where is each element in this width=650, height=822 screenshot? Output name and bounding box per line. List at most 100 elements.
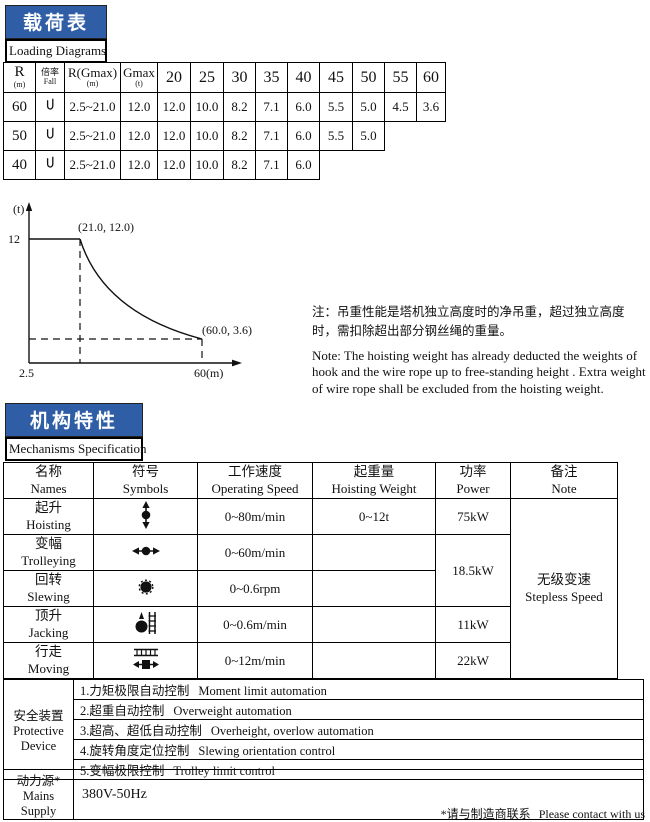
empty-cell	[417, 151, 446, 180]
mains-title-en: Mains Supply	[20, 789, 57, 818]
empty-cell	[385, 122, 417, 151]
load-value: 5.5	[319, 92, 353, 122]
mech-badge-title-en: Mechanisms Specification	[5, 437, 147, 461]
mains-title-cell: 动力源* Mains Supply	[3, 769, 74, 820]
fall-reeving-icon	[35, 92, 65, 122]
mech-power: 18.5kW	[435, 534, 511, 607]
y-tick-12: 12	[8, 232, 20, 246]
protective-item-3: 3.超高、超低自动控制 Overheight, overlow automatio…	[73, 719, 644, 740]
gmax-value: 12.0	[120, 150, 158, 180]
col-symbols: 符号 Symbols	[93, 462, 198, 499]
r-value: 50	[3, 121, 36, 151]
mech-weight	[312, 642, 436, 679]
protective-title-cn: 安全装置	[13, 709, 64, 723]
col-names: 名称 Names	[3, 462, 94, 499]
r-value: 40	[3, 150, 36, 180]
mech-power: 11kW	[435, 606, 511, 643]
col-power: 功率 Power	[435, 462, 511, 499]
load-value: 6.0	[287, 150, 320, 180]
mains-row: 动力源* Mains Supply 380V-50Hz	[3, 769, 644, 820]
point-label-max: (21.0, 12.0)	[78, 220, 134, 234]
hoisting-symbol-icon	[93, 498, 198, 535]
contact-footer: *请与制造商联系 Please contact with us	[433, 805, 645, 822]
col-radius-55: 55	[384, 62, 417, 93]
load-value: 6.0	[287, 121, 320, 151]
protective-row: 安全装置 Protective Device 1.力矩极限自动控制 Moment …	[3, 679, 644, 780]
protective-item-4: 4.旋转角度定位控制 Slewing orientation control	[73, 739, 644, 760]
jacking-symbol-icon	[93, 606, 198, 643]
empty-cell	[385, 151, 417, 180]
x-origin-label: 2.5	[19, 366, 34, 380]
gmax-value: 12.0	[120, 92, 158, 122]
loading-badge-title-cn: 载荷表	[5, 5, 107, 39]
protective-item-1: 1.力矩极限自动控制 Moment limit automation	[73, 679, 644, 700]
empty-cell	[353, 151, 385, 180]
mech-row-moving: 行走 Moving 0~12m/min 22kW	[3, 642, 618, 679]
loading-row-50: 50 2.5~21.0 12.0 12.0 10.0 8.2 7.1 6.0 5…	[3, 121, 446, 151]
mains-value: 380V-50Hz	[73, 769, 644, 820]
mech-speed: 0~0.6m/min	[197, 606, 313, 643]
protective-row: 2.超重自动控制 Overweight automation	[4, 699, 644, 720]
col-fall: 倍率 Fall	[35, 62, 65, 93]
mech-speed: 0~0.6rpm	[197, 570, 313, 607]
protective-title-cell: 安全装置 Protective Device	[3, 679, 74, 780]
load-value: 5.5	[319, 121, 353, 151]
col-speed: 工作速度 Operating Speed	[197, 462, 313, 499]
empty-cell	[320, 151, 353, 180]
loading-table: R (m) 倍率 Fall R(Gmax) (m) Gmax (t) 20 25…	[3, 62, 446, 180]
col-rgmax: R(Gmax) (m)	[64, 62, 121, 93]
mech-header-row: 名称 Names 符号 Symbols 工作速度 Operating Speed…	[3, 462, 618, 499]
fall-reeving-icon	[35, 150, 65, 180]
col-radius-60: 60	[416, 62, 446, 93]
moving-symbol-icon	[93, 642, 198, 679]
col-radius-35: 35	[255, 62, 288, 93]
mech-weight: 0~12t	[312, 498, 436, 535]
mech-speed: 0~60m/min	[197, 534, 313, 571]
mech-name: 行走 Moving	[3, 642, 94, 679]
load-value: 5.0	[352, 121, 385, 151]
col-radius-25: 25	[190, 62, 224, 93]
loading-section-badge: 载荷表 Loading Diagrams	[5, 5, 107, 63]
mech-weight	[312, 570, 436, 607]
load-value: 8.2	[223, 92, 256, 122]
mech-weight	[312, 606, 436, 643]
hoisting-weight-note: 注：吊重性能是塔机独立高度时的净吊重，超过独立高度时，需扣除超出部分钢丝绳的重量…	[312, 303, 648, 397]
load-value: 6.0	[287, 92, 320, 122]
load-curve-plot	[25, 202, 242, 367]
mech-badge-title-cn: 机构特性	[5, 403, 143, 437]
loading-row-40: 40 2.5~21.0 12.0 12.0 10.0 8.2 7.1 6.0	[3, 150, 446, 180]
protective-title-en2: Device	[20, 739, 57, 753]
load-value: 10.0	[190, 121, 224, 151]
protective-row: 4.旋转角度定位控制 Slewing orientation control	[4, 739, 644, 760]
mech-power: 75kW	[435, 498, 511, 535]
loading-badge-title-en: Loading Diagrams	[5, 39, 107, 63]
col-gmax: Gmax (t)	[120, 62, 158, 93]
col-r: R (m)	[3, 62, 36, 93]
mech-row-trolleying: 变幅 Trolleying 0~60m/min 18.5kW	[3, 534, 618, 607]
col-radius-40: 40	[287, 62, 320, 93]
col-radius-30: 30	[223, 62, 256, 93]
note-text-en: Note: The hoisting weight has already de…	[312, 347, 646, 396]
load-curve-chart: (t) 12 (21.0, 12.0) (60.0, 3.6) 2.5 60(m…	[2, 196, 342, 388]
col-radius-20: 20	[157, 62, 191, 93]
point-label-tip: (60.0, 3.6)	[202, 323, 252, 337]
fall-reeving-icon	[35, 121, 65, 151]
mains-title-cn: 动力源*	[16, 774, 61, 788]
mech-speed: 0~80m/min	[197, 498, 313, 535]
load-value: 3.6	[416, 92, 446, 122]
mechanisms-section-badge: 机构特性 Mechanisms Specification	[5, 403, 147, 461]
loading-row-60: 60 2.5~21.0 12.0 12.0 10.0 8.2 7.1 6.0 5…	[3, 92, 446, 122]
col-radius-50: 50	[352, 62, 385, 93]
load-value: 8.2	[223, 150, 256, 180]
load-value: 12.0	[157, 92, 191, 122]
mains-supply-table: 动力源* Mains Supply 380V-50Hz	[3, 769, 644, 820]
mech-name: 变幅 Trolleying	[3, 534, 94, 571]
protective-row: 3.超高、超低自动控制 Overheight, overlow automatio…	[4, 719, 644, 740]
protective-device-table: 安全装置 Protective Device 1.力矩极限自动控制 Moment …	[3, 679, 644, 780]
mech-speed: 0~12m/min	[197, 642, 313, 679]
mech-row-jacking: 顶升 Jacking 0~0.6m/min 11kW	[3, 606, 618, 643]
trolleying-symbol-icon	[93, 534, 198, 571]
range-value: 2.5~21.0	[64, 92, 121, 122]
load-value: 7.1	[255, 92, 288, 122]
